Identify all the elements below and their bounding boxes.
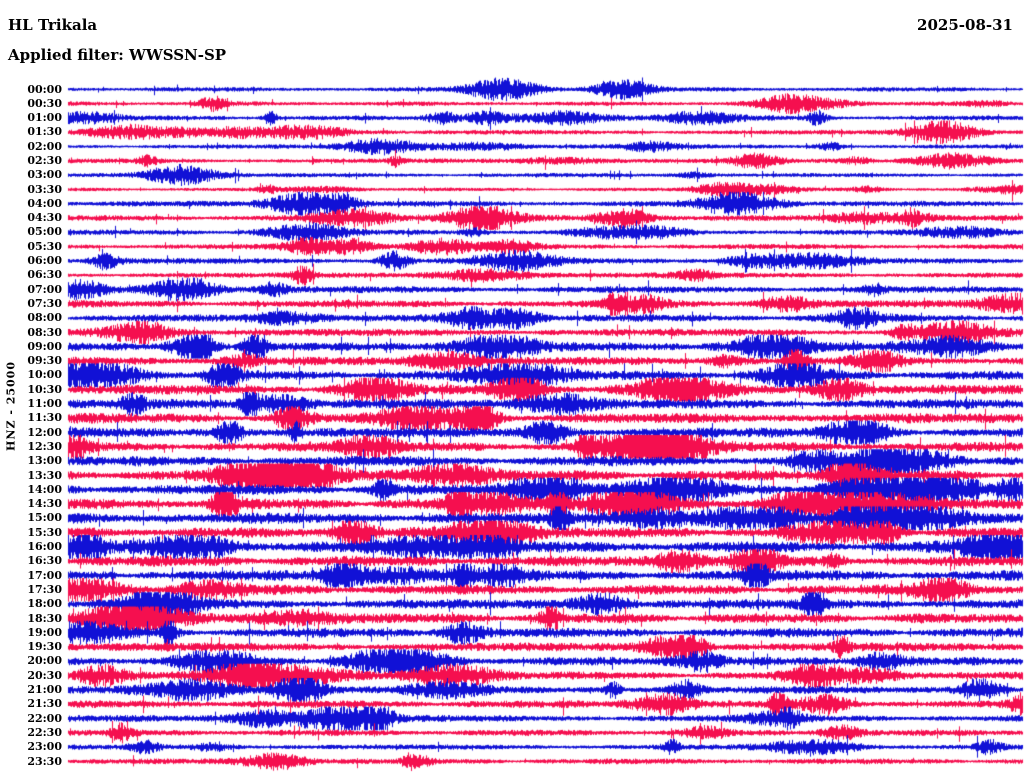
helicorder-page: HL Trikala 2025-08-31 Applied filter: WW… <box>0 0 1024 780</box>
seismogram-traces <box>0 0 1024 780</box>
